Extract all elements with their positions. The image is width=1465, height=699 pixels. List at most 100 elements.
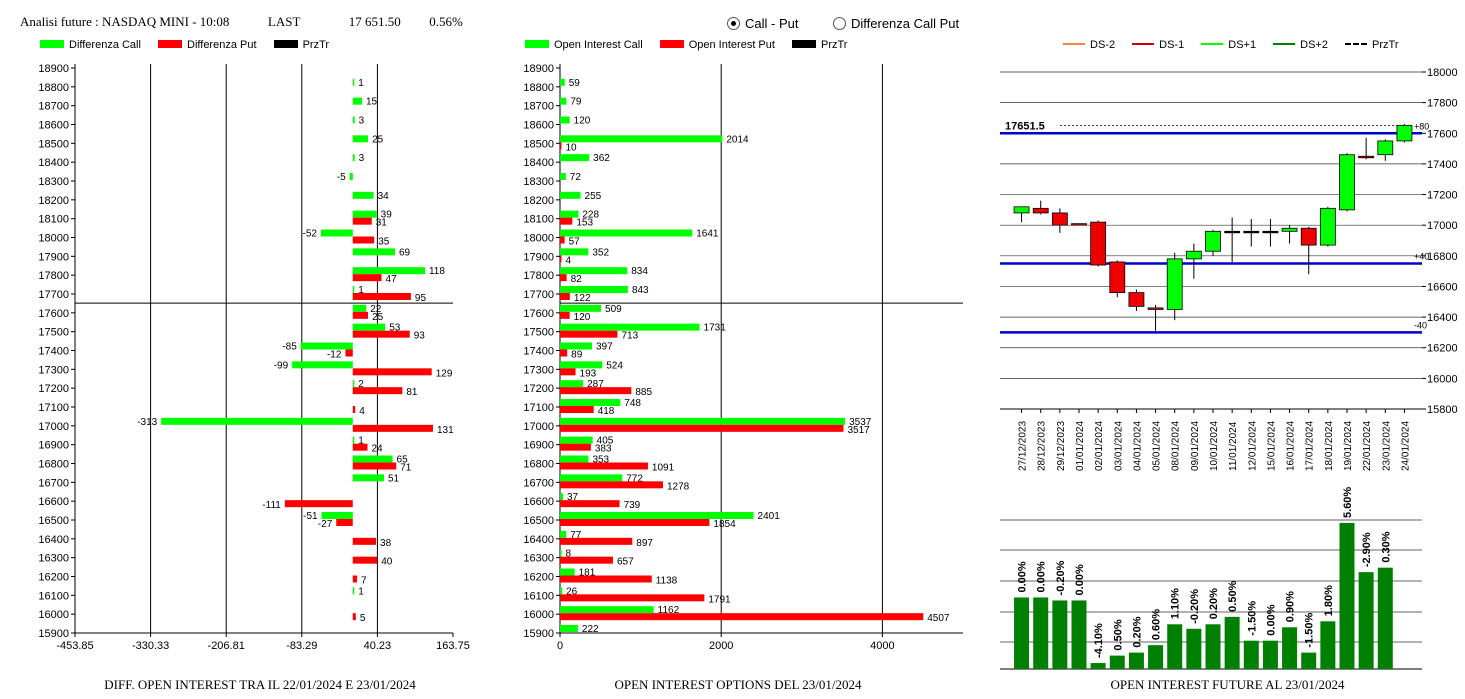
y-tick-label: 17300: [523, 364, 554, 376]
y-tick-label: 16400: [1427, 312, 1458, 324]
legend-label: DS-2: [1090, 39, 1116, 51]
call-bar: [560, 530, 567, 538]
y-tick-label: 16700: [523, 477, 554, 489]
y-tick-label: 17200: [1427, 190, 1458, 202]
x-tick-label: 09/01/2024: [1190, 421, 1201, 471]
candle-body: [1051, 212, 1068, 226]
put-bar-label: 713: [621, 331, 638, 342]
y-tick-label: 18700: [523, 101, 554, 113]
legend-item: DS-1: [1132, 39, 1184, 51]
y-tick-label: 16900: [38, 440, 69, 452]
y-tick-label: 17900: [523, 251, 554, 263]
y-tick-label: 18500: [523, 138, 554, 150]
call-bar-label: 352: [592, 247, 609, 258]
candle-body: [1319, 207, 1336, 246]
legend-item: PrzTr: [1345, 39, 1399, 51]
y-tick-label: 16700: [38, 477, 69, 489]
page-title: Analisi future : NASDAQ MINI - 10:08 LAS…: [20, 14, 463, 30]
oi-bar-label: -2.90%: [1361, 532, 1373, 567]
y-tick-label: 16800: [1427, 251, 1458, 263]
call-bar-label: 2014: [726, 134, 749, 145]
put-bar-label: 657: [617, 557, 634, 568]
x-tick-label: 19/01/2024: [1343, 421, 1354, 471]
y-tick-label: 16500: [523, 515, 554, 527]
call-bar: [352, 323, 386, 331]
y-tick-label: 16000: [523, 609, 554, 621]
put-bar-label: 1091: [652, 463, 675, 474]
put-bar: [352, 387, 403, 395]
put-bar-label: 120: [574, 312, 591, 323]
last-label: LAST: [267, 14, 301, 29]
przTr-label: 17651.5: [1005, 120, 1045, 132]
call-bar-label: 772: [626, 473, 643, 484]
call-bar-label: 51: [388, 473, 400, 484]
candle-body: [1071, 223, 1087, 226]
call-bar: [560, 380, 584, 388]
put-bar: [560, 556, 613, 564]
call-bar-label: 222: [582, 624, 599, 635]
put-bar-label: 40: [381, 557, 393, 568]
put-bar-label: 38: [380, 538, 392, 549]
oi-bar: [1262, 640, 1278, 669]
oi-bar: [1320, 621, 1336, 669]
black-swatch-icon: [792, 40, 816, 48]
legend-label: DS-1: [1159, 39, 1185, 51]
call-bar: [560, 342, 592, 350]
call-bar-label: 509: [605, 304, 622, 315]
put-bar: [352, 236, 375, 244]
instrument-title: Analisi future : NASDAQ MINI - 10:08: [20, 14, 230, 29]
put-bar-label: 193: [580, 368, 597, 379]
y-tick-label: 18600: [38, 120, 69, 132]
call-bar-label: 65: [397, 455, 409, 466]
put-bar-label: 57: [569, 237, 581, 248]
y-tick-label: 18300: [38, 176, 69, 188]
oi-bar: [1243, 640, 1259, 669]
mode-radio-call-put[interactable]: Call - Put: [727, 16, 798, 31]
legend-label: Open Interest Put: [688, 39, 775, 51]
x-tick-label: 17/01/2024: [1305, 421, 1316, 471]
put-bar: [560, 293, 570, 300]
call-bar-label: 79: [570, 97, 582, 108]
put-bar: [352, 330, 410, 338]
candle-body: [1300, 227, 1317, 246]
radio-unselected-icon: [833, 17, 846, 30]
call-bar: [560, 154, 590, 162]
oi-bar-label: 0.00%: [1017, 561, 1029, 592]
y-tick-label: 18700: [38, 101, 69, 113]
oi-future-bar-chart: 0.00% 0.00% -0.20% 0.00% -4.10% 0.50% 0.20% 0.6…: [1000, 487, 1422, 670]
black-swatch-icon: [273, 40, 298, 48]
x-tick-label: 04/01/2024: [1132, 421, 1143, 471]
call-bar-label: 843: [632, 285, 649, 296]
y-tick-label: 17800: [1427, 98, 1458, 110]
y-tick-label: 15800: [1427, 404, 1458, 416]
put-bar-label: -111: [262, 500, 281, 511]
call-bar-label: 120: [574, 116, 591, 127]
oi-bar-label: -0.20%: [1189, 589, 1201, 624]
x-tick-label: -206.81: [208, 640, 245, 652]
radio-label: Call - Put: [745, 16, 799, 31]
y-tick-label: 17000: [523, 421, 554, 433]
legend-label: Differenza Call: [69, 39, 141, 51]
x-tick-label: 12/01/2024: [1247, 421, 1258, 471]
mode-radio-diff-call-put[interactable]: Differenza Call Put: [833, 16, 959, 31]
put-bar: [336, 519, 353, 526]
x-tick-label: 15/01/2024: [1266, 421, 1277, 471]
put-bar-label: 1138: [656, 576, 678, 587]
call-bar: [352, 78, 355, 86]
green-line-icon: [1201, 43, 1224, 45]
y-tick-label: 16200: [38, 572, 69, 584]
y-tick-label: 16400: [523, 534, 554, 546]
legend-item: PrzTr: [792, 39, 847, 51]
put-bar-label: -12: [327, 350, 342, 361]
put-bar-label: 81: [406, 387, 418, 398]
call-bar-label: 53: [389, 323, 401, 334]
y-tick-label: 17200: [523, 383, 554, 395]
y-tick-label: 18200: [523, 195, 554, 207]
x-tick-label: 24/01/2024: [1400, 421, 1411, 471]
call-bar-label: 1731: [704, 323, 727, 334]
x-tick-label: 27/12/2023: [1018, 421, 1029, 471]
put-bar-label: 24: [371, 444, 383, 455]
y-tick-label: 16200: [1427, 343, 1458, 355]
call-bar-label: 1: [358, 436, 364, 447]
oi-bar-label: 0.50%: [1112, 619, 1124, 650]
